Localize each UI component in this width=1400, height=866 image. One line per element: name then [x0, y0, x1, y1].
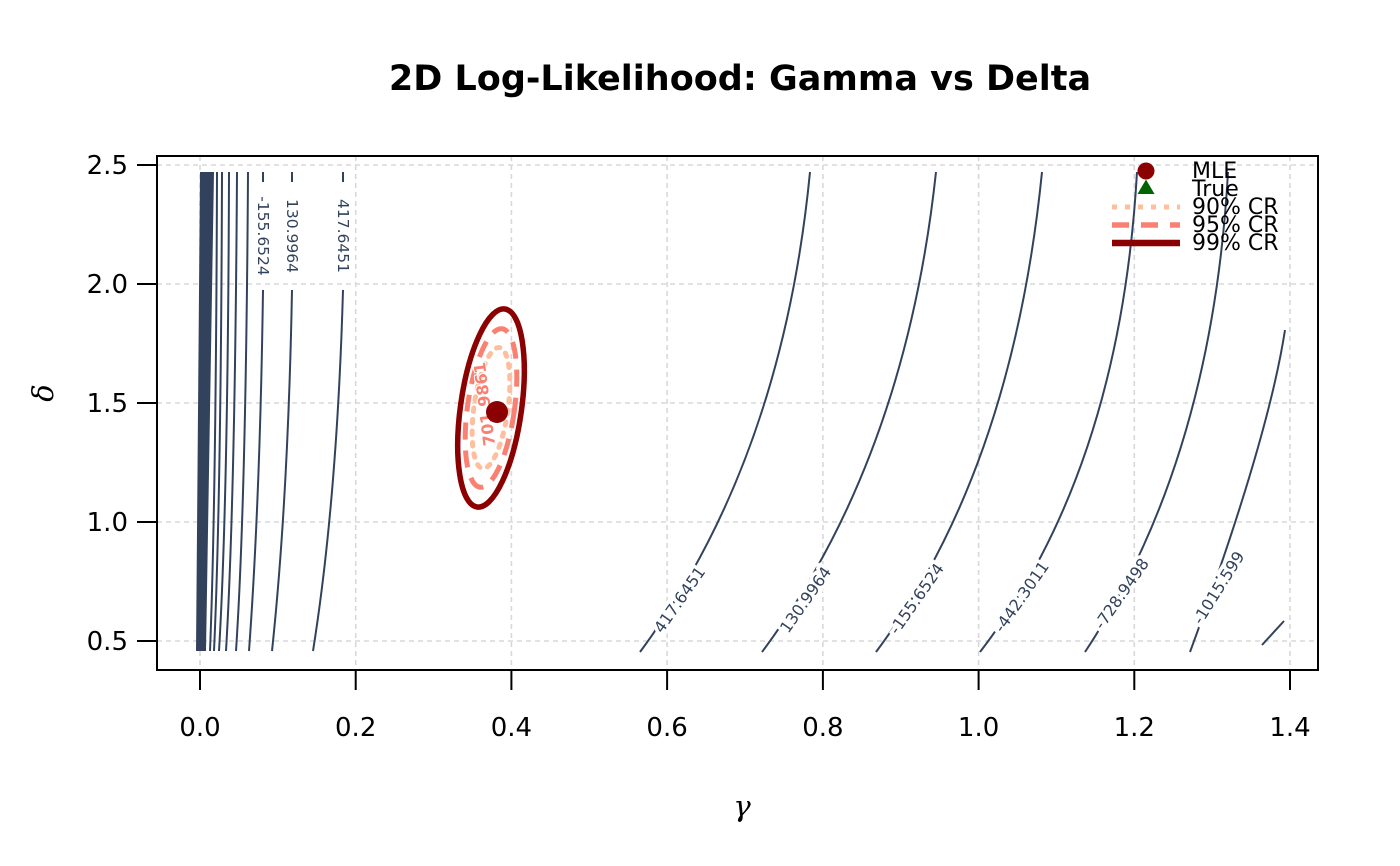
- contour-label: -155.6524: [885, 560, 948, 638]
- y-tick-label: 0.5: [87, 627, 128, 657]
- legend: MLE True 90% CR 95% CR 99% CR: [1112, 159, 1279, 256]
- y-tick-label: 2.5: [87, 151, 128, 181]
- x-tick-label: 0.8: [802, 713, 843, 743]
- y-tick-labels: 0.5 1.0 1.5 2.0 2.5: [87, 151, 128, 657]
- legend-true-marker: [1137, 179, 1155, 194]
- x-tick-label: 0.4: [491, 713, 532, 743]
- contour-line: [979, 171, 1138, 653]
- contour-label: 417.6451: [334, 199, 352, 273]
- legend-label-95cr: 95% CR: [1192, 213, 1279, 238]
- mle-point-marker: [486, 401, 508, 423]
- x-axis-label: γ: [733, 789, 751, 823]
- y-axis-label: δ: [26, 384, 60, 401]
- contour-label: -1015.599: [1189, 548, 1249, 628]
- contour-label: -442.3011: [990, 558, 1053, 636]
- contour-label: 417.6451: [650, 563, 709, 636]
- x-tick-labels: 0.0 0.2 0.4 0.6 0.8 1.0 1.2 1.4: [179, 713, 1310, 743]
- contour-label: -155.6524: [254, 196, 272, 276]
- legend-mle-marker: [1137, 162, 1155, 180]
- x-tick-label: 1.4: [1269, 713, 1310, 743]
- y-tick-label: 2.0: [87, 270, 128, 300]
- contour-line: [639, 171, 811, 653]
- y-tick-label: 1.0: [87, 508, 128, 538]
- contour-label: 130.9964: [776, 563, 835, 636]
- contour-line: [225, 171, 238, 652]
- contour-line: [271, 172, 293, 652]
- contour-line: [213, 171, 223, 652]
- legend-label-90cr: 90% CR: [1192, 195, 1279, 220]
- contour-line: [1189, 329, 1286, 653]
- contour-line: [218, 171, 230, 652]
- axis-ticks: [137, 164, 1291, 690]
- cr-99-ellipse: [454, 306, 528, 510]
- y-tick-label: 1.5: [87, 389, 128, 419]
- legend-label-99cr: 99% CR: [1192, 231, 1279, 256]
- x-tick-label: 0.0: [179, 713, 220, 743]
- contour-line: [235, 171, 249, 652]
- contour-lines-left: -155.6524 130.9964 417.6451: [196, 171, 355, 652]
- contour-bundle: [196, 172, 214, 651]
- contour-line: [312, 172, 344, 652]
- contour-label: 130.9964: [283, 199, 301, 273]
- contour-line: [209, 171, 218, 652]
- contour-lines-right: 417.6451 130.9964 -155.6524 -442.3011 -7…: [639, 171, 1286, 653]
- contour-line: [875, 171, 1043, 653]
- plot-border: [156, 155, 1319, 671]
- cr-95-ellipse: [462, 326, 520, 490]
- contour-line: [248, 172, 264, 652]
- legend-label-mle: MLE: [1192, 159, 1237, 184]
- x-tick-label: 0.2: [335, 713, 376, 743]
- chart-title: 2D Log-Likelihood: Gamma vs Delta: [389, 59, 1091, 99]
- contour-line: [1084, 171, 1229, 653]
- contour-line: [761, 171, 937, 653]
- contour-label: -728.9498: [1090, 555, 1153, 633]
- grid-lines: [157, 156, 1318, 670]
- contour-line: [1261, 620, 1285, 646]
- x-tick-label: 1.0: [958, 713, 999, 743]
- x-tick-label: 1.2: [1114, 713, 1155, 743]
- credible-regions: 701.9861: [454, 306, 528, 510]
- x-tick-label: 0.6: [646, 713, 687, 743]
- legend-label-true: True: [1191, 177, 1239, 202]
